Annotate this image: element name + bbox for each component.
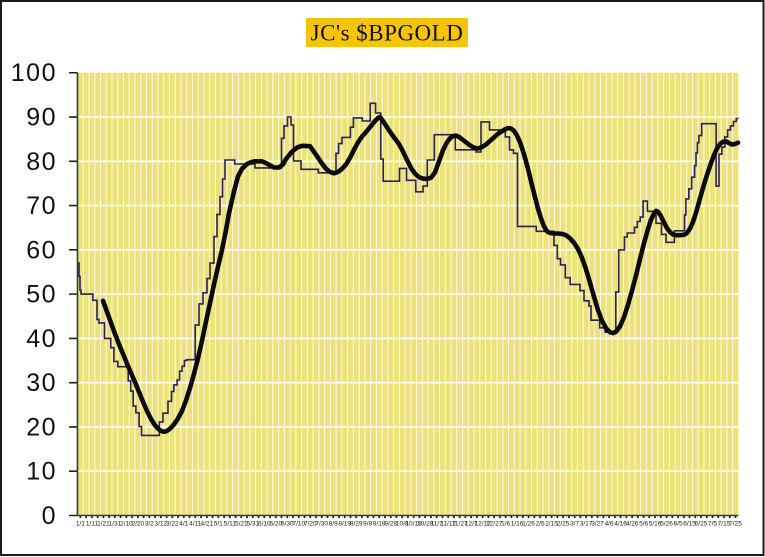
svg-text:9/18: 9/18 <box>373 521 386 528</box>
svg-text:1/31: 1/31 <box>109 521 122 528</box>
svg-text:7/15: 7/15 <box>718 521 731 528</box>
svg-text:10: 10 <box>26 458 57 486</box>
svg-text:6/30: 6/30 <box>281 521 294 528</box>
svg-text:6/10: 6/10 <box>258 521 271 528</box>
svg-text:1/6: 1/6 <box>501 521 510 528</box>
svg-text:6/5: 6/5 <box>674 521 683 528</box>
svg-text:1/26: 1/26 <box>522 521 535 528</box>
svg-text:6/20: 6/20 <box>269 521 282 528</box>
svg-text:3/2: 3/2 <box>145 521 154 528</box>
svg-text:4/26: 4/26 <box>626 521 639 528</box>
svg-text:5/26: 5/26 <box>660 521 673 528</box>
svg-text:6/25: 6/25 <box>695 521 708 528</box>
svg-text:50: 50 <box>26 281 57 309</box>
svg-text:3/12: 3/12 <box>154 521 167 528</box>
svg-text:11/17: 11/17 <box>440 521 456 528</box>
svg-text:2/15: 2/15 <box>545 521 558 528</box>
svg-text:11/7: 11/7 <box>431 521 444 528</box>
svg-text:4/6: 4/6 <box>605 521 614 528</box>
svg-text:5/6: 5/6 <box>639 521 648 528</box>
svg-text:2/25: 2/25 <box>557 521 570 528</box>
svg-text:8/19: 8/19 <box>338 521 351 528</box>
svg-text:1/21: 1/21 <box>97 521 110 528</box>
svg-text:30: 30 <box>26 369 57 397</box>
svg-text:80: 80 <box>26 148 57 176</box>
svg-text:7/10: 7/10 <box>292 521 305 528</box>
svg-text:12/7: 12/7 <box>465 521 478 528</box>
svg-text:12/27: 12/27 <box>486 521 503 528</box>
svg-text:5/16: 5/16 <box>649 521 662 528</box>
svg-text:70: 70 <box>26 192 57 220</box>
svg-text:8/9: 8/9 <box>329 521 338 528</box>
svg-text:5/21: 5/21 <box>235 521 248 528</box>
svg-text:1/11: 1/11 <box>86 521 99 528</box>
svg-text:9/28: 9/28 <box>384 521 397 528</box>
svg-text:3/7: 3/7 <box>570 521 579 528</box>
svg-text:2/10: 2/10 <box>120 521 133 528</box>
svg-text:JC's $BPGOLD: JC's $BPGOLD <box>311 21 464 46</box>
svg-text:3/17: 3/17 <box>580 521 593 528</box>
svg-text:4/11: 4/11 <box>189 521 202 528</box>
svg-text:9/8: 9/8 <box>363 521 372 528</box>
svg-text:11/27: 11/27 <box>452 521 468 528</box>
svg-text:3/22: 3/22 <box>166 521 179 528</box>
svg-text:12/17: 12/17 <box>475 521 492 528</box>
svg-text:5/11: 5/11 <box>224 521 237 528</box>
svg-text:10/28: 10/28 <box>417 521 434 528</box>
svg-text:4/21: 4/21 <box>200 521 213 528</box>
svg-text:100: 100 <box>11 59 57 87</box>
svg-text:1/1: 1/1 <box>76 521 85 528</box>
svg-text:0: 0 <box>42 502 57 530</box>
svg-text:20: 20 <box>26 413 57 441</box>
svg-text:4/16: 4/16 <box>614 521 627 528</box>
svg-text:2/5: 2/5 <box>536 521 545 528</box>
svg-text:7/25: 7/25 <box>729 521 742 528</box>
svg-text:4/1: 4/1 <box>179 521 188 528</box>
svg-text:7/30: 7/30 <box>315 521 328 528</box>
svg-text:10/8: 10/8 <box>396 521 409 528</box>
svg-text:3/27: 3/27 <box>591 521 604 528</box>
svg-text:10/18: 10/18 <box>406 521 423 528</box>
svg-text:40: 40 <box>26 325 57 353</box>
svg-text:5/31: 5/31 <box>246 521 259 528</box>
svg-text:7/20: 7/20 <box>304 521 317 528</box>
svg-text:60: 60 <box>26 236 57 264</box>
svg-text:5/1: 5/1 <box>214 521 223 528</box>
svg-text:6/15: 6/15 <box>683 521 696 528</box>
svg-text:7/5: 7/5 <box>708 521 717 528</box>
svg-text:2/20: 2/20 <box>131 521 144 528</box>
svg-text:1/16: 1/16 <box>511 521 524 528</box>
svg-text:90: 90 <box>26 104 57 132</box>
svg-text:8/29: 8/29 <box>350 521 363 528</box>
